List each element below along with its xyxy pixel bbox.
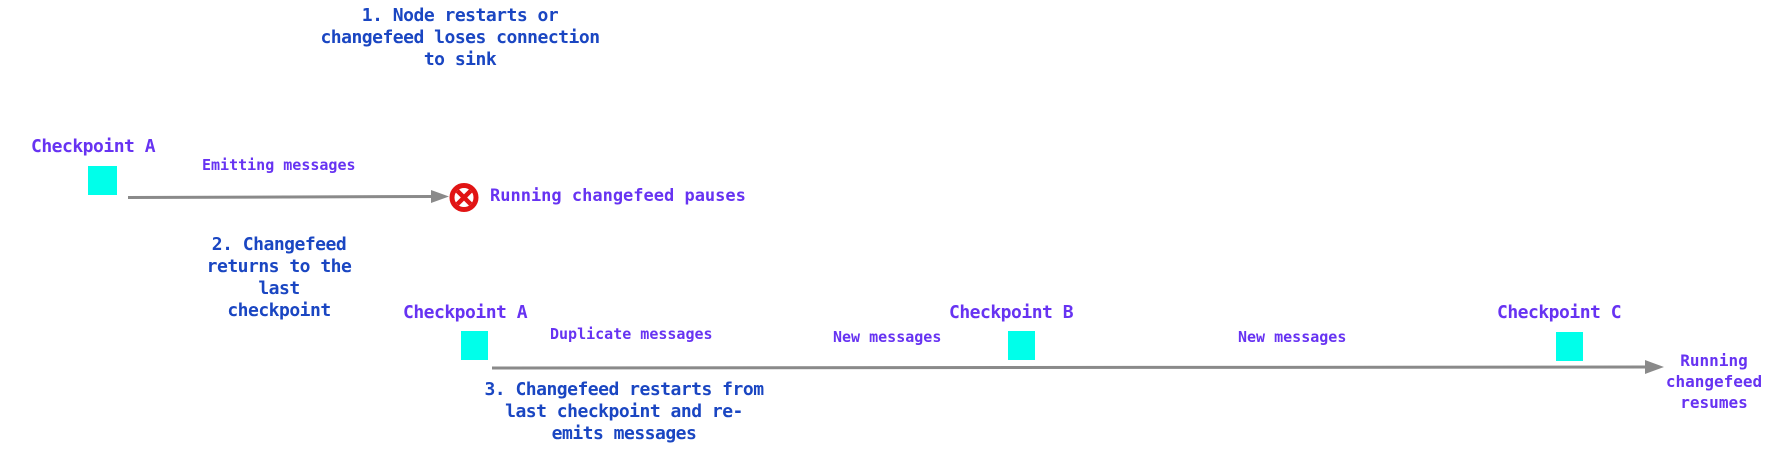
checkpoint-b-marker bbox=[1008, 331, 1035, 360]
timeline1-arrow bbox=[127, 190, 449, 203]
checkpoint-a-marker-timeline2 bbox=[461, 331, 488, 360]
new-messages-label-1: New messages bbox=[833, 328, 942, 346]
duplicate-messages-label: Duplicate messages bbox=[550, 325, 713, 343]
running-changefeed-resumes-label: Running changefeed resumes bbox=[1665, 351, 1763, 412]
checkpoint-c-marker bbox=[1556, 332, 1583, 361]
step3-annotation: 3. Changefeed restarts from last checkpo… bbox=[484, 379, 764, 444]
step1-annotation: 1. Node restarts or changefeed loses con… bbox=[320, 5, 600, 70]
emitting-messages-label: Emitting messages bbox=[202, 156, 356, 174]
new-messages-label-2: New messages bbox=[1238, 328, 1347, 346]
timeline2-arrow bbox=[491, 360, 1664, 374]
checkpoint-a-label-timeline2: Checkpoint A bbox=[403, 302, 528, 323]
checkpoint-c-label: Checkpoint C bbox=[1497, 302, 1622, 323]
step2-annotation: 2. Changefeed returns to the last checkp… bbox=[206, 234, 352, 321]
running-changefeed-pauses-label: Running changefeed pauses bbox=[490, 186, 746, 206]
checkpoint-b-label: Checkpoint B bbox=[949, 302, 1074, 323]
pause-icon bbox=[449, 183, 479, 212]
checkpoint-a-marker-timeline1 bbox=[88, 166, 117, 195]
checkpoint-a-label-timeline1: Checkpoint A bbox=[31, 136, 156, 157]
